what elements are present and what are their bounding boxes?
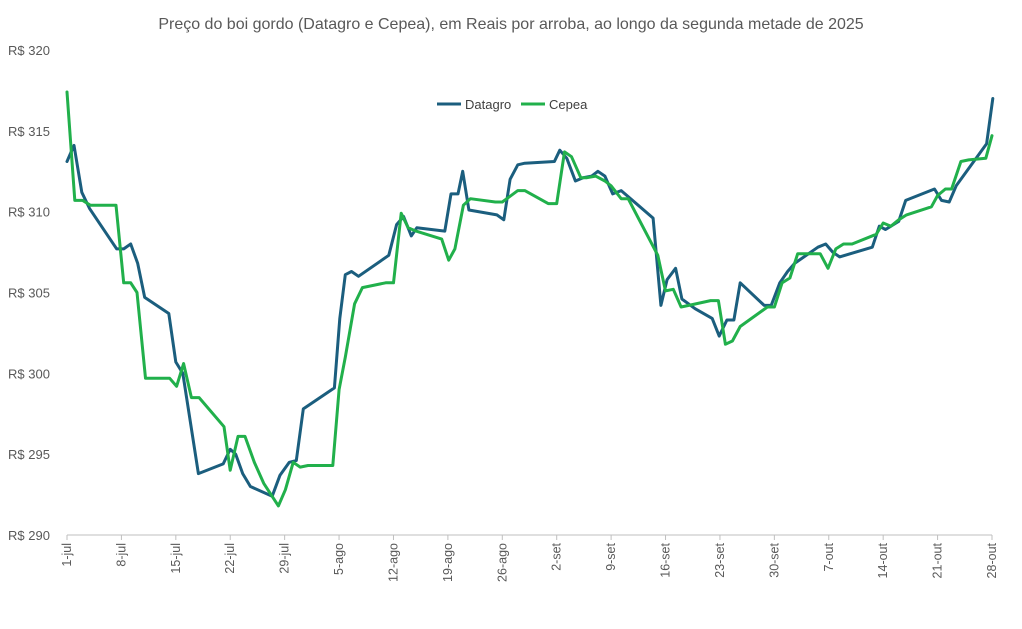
x-tick-label: 14-out: [876, 542, 890, 578]
legend-label-datagro: Datagro: [465, 97, 511, 112]
y-tick-label: R$ 300: [8, 366, 50, 381]
y-tick-label: R$ 295: [8, 447, 50, 462]
x-tick-label: 16-set: [659, 542, 673, 577]
x-tick-label: 7-out: [822, 542, 836, 571]
x-tick-label: 8-jul: [114, 543, 128, 567]
y-axis: R$ 290 R$ 295 R$ 300 R$ 305 R$ 310 R$ 315 R$ 3…: [8, 43, 50, 543]
x-tick-label: 28-out: [985, 542, 999, 578]
chart-title: Preço do boi gordo (Datagro e Cepea), em…: [158, 16, 863, 33]
x-tick-label: 19-ago: [441, 543, 455, 582]
legend: Datagro Cepea: [437, 97, 588, 112]
x-tick-label: 9-set: [604, 542, 618, 570]
series-line-datagro: [65, 97, 995, 498]
x-tick-label: 12-ago: [386, 543, 400, 582]
x-tick-label: 29-jul: [278, 543, 292, 574]
x-axis: 1-jul 8-jul 15-jul 22-jul 29-jul 5-ago 12-ago 1…: [60, 535, 999, 582]
y-tick-label: R$ 290: [8, 528, 50, 543]
series-layer: [65, 90, 995, 508]
y-tick-label: R$ 320: [8, 43, 50, 58]
y-tick-label: R$ 315: [8, 124, 50, 139]
x-tick-label: 21-out: [931, 542, 945, 578]
x-tick-label: 26-ago: [495, 543, 509, 582]
x-tick-label: 15-jul: [169, 543, 183, 574]
y-tick-label: R$ 305: [8, 286, 50, 301]
x-tick-label: 1-jul: [60, 543, 74, 567]
x-tick-label: 30-set: [767, 542, 781, 577]
x-tick-label: 22-jul: [223, 543, 237, 574]
y-tick-label: R$ 310: [8, 205, 50, 220]
series-line-cepea: [65, 90, 994, 508]
x-tick-label: 2-set: [550, 542, 564, 570]
x-tick-label: 5-ago: [332, 543, 346, 575]
legend-label-cepea: Cepea: [549, 97, 588, 112]
x-tick-label: 23-set: [713, 542, 727, 577]
